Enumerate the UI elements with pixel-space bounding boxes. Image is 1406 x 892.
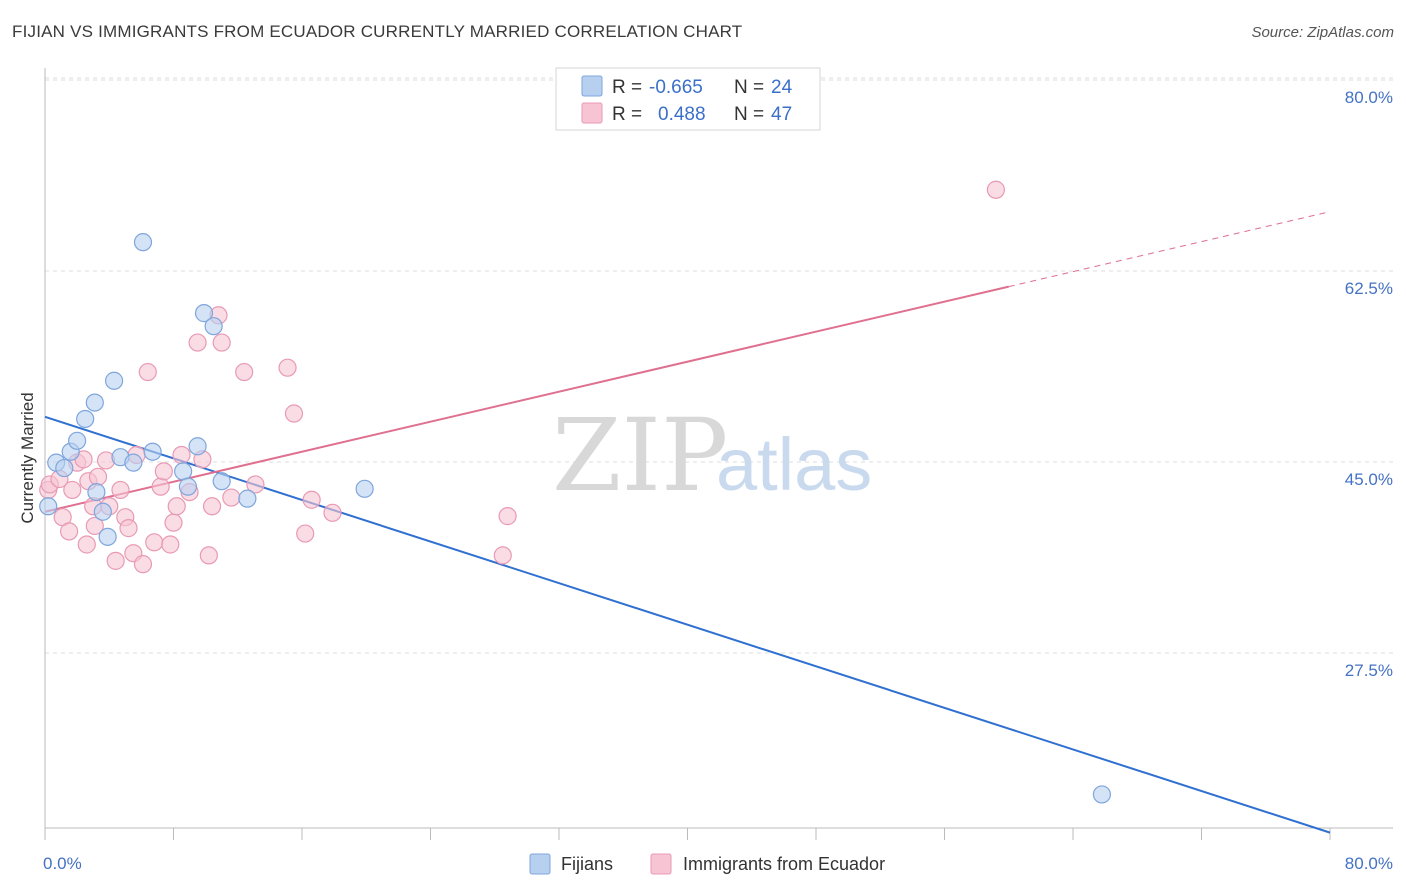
series-legend-swatch-ecuador <box>650 853 672 875</box>
ecuador-point-44 <box>323 503 342 522</box>
ecuador-point-22 <box>138 362 157 382</box>
fijian-point-16 <box>178 477 198 496</box>
watermark-zip: ZIP <box>552 397 728 514</box>
ecuador-point-43 <box>302 490 321 509</box>
chart-title: FIJIAN VS IMMIGRANTS FROM ECUADOR CURREN… <box>12 22 743 41</box>
fijian-point-0 <box>39 497 58 516</box>
ecuador-point-27 <box>164 513 183 532</box>
watermark-atlas: atlas <box>716 423 872 506</box>
legend-r-value-0: -0.665 <box>649 77 703 98</box>
fijian-point-8 <box>93 502 112 521</box>
ecuador-point-5 <box>63 480 82 500</box>
series-legend-label-fijians: Fijians <box>561 854 613 874</box>
fijian-point-9 <box>98 527 117 546</box>
fijian-point-7 <box>87 482 106 502</box>
ecuador-point-34 <box>202 497 222 516</box>
ecuador-point-29 <box>172 445 191 465</box>
x-tick-labels: 0.0% 80.0% <box>43 854 1393 873</box>
ecuador-point-26 <box>161 535 180 554</box>
ecuador-point-18 <box>119 519 138 538</box>
ecuador-point-38 <box>235 362 254 382</box>
ecuador-point-24 <box>151 477 170 496</box>
y-tick-label-3: 27.5% <box>1345 661 1393 680</box>
ecuador-point-28 <box>167 497 186 516</box>
fijian-point-22 <box>355 479 374 498</box>
fijian-point-6 <box>85 393 104 412</box>
ecuador-point-45 <box>493 546 512 565</box>
y-tick-label-1: 62.5% <box>1345 279 1393 298</box>
trend-line-1 <box>44 285 1009 513</box>
trend-line-ext-1 <box>1008 211 1331 288</box>
trend-lines <box>44 211 1331 834</box>
ecuador-point-37 <box>222 488 241 507</box>
fijian-point-2 <box>55 458 74 478</box>
legend-r-value-1: 0.488 <box>658 104 706 125</box>
ecuador-point-25 <box>154 462 173 481</box>
ecuador-point-46 <box>498 507 517 526</box>
source-label: Source: ZipAtlas.com <box>1251 24 1394 41</box>
fijian-point-10 <box>104 371 124 390</box>
legend-n-value-0: 24 <box>771 77 793 98</box>
series-legend-label-ecuador: Immigrants from Ecuador <box>683 854 885 874</box>
ecuador-point-39 <box>246 475 265 494</box>
fijian-point-13 <box>133 233 153 252</box>
fijian-point-21 <box>238 489 257 508</box>
ecuador-point-23 <box>145 533 164 552</box>
legend-n-label-0: N = <box>734 77 764 98</box>
legend-swatch-ecuador <box>581 102 603 124</box>
ecuador-point-16 <box>111 480 130 500</box>
y-tick-labels: 80.0% 62.5% 45.0% 27.5% <box>1345 88 1393 680</box>
ecuador-point-21 <box>133 555 153 574</box>
axes <box>44 68 1393 829</box>
fijian-point-12 <box>124 453 143 472</box>
ecuador-point-11 <box>85 516 104 536</box>
x-tick-label-min: 0.0% <box>43 854 82 873</box>
fijian-point-5 <box>76 409 95 429</box>
ecuador-point-8 <box>77 535 96 554</box>
y-tick-label-2: 45.0% <box>1345 470 1393 489</box>
legend-r-label-1: R = <box>612 104 642 125</box>
fijian-point-15 <box>174 462 193 481</box>
ecuador-point-47 <box>986 180 1006 199</box>
ecuador-point-36 <box>212 333 231 352</box>
ecuador-point-31 <box>188 333 207 352</box>
legend-n-value-1: 47 <box>771 104 792 125</box>
fijian-point-19 <box>204 317 223 336</box>
watermark: ZIP atlas <box>552 397 872 514</box>
data-points <box>39 180 1112 804</box>
ecuador-point-33 <box>199 546 218 565</box>
ecuador-point-42 <box>296 524 315 543</box>
stats-legend: R = -0.665 N = 24 R = 0.488 N = 47 <box>555 67 821 131</box>
ecuador-point-15 <box>106 551 125 570</box>
legend-n-label-1: N = <box>734 104 764 125</box>
legend-swatch-fijians <box>581 75 603 97</box>
x-tick-label-max: 80.0% <box>1345 854 1393 873</box>
series-legend: Fijians Immigrants from Ecuador <box>529 853 885 875</box>
ecuador-point-41 <box>284 404 304 423</box>
series-legend-swatch-fijians <box>529 853 551 875</box>
fijian-point-14 <box>143 442 162 461</box>
fijian-point-18 <box>194 304 214 323</box>
fijian-point-23 <box>1092 785 1112 804</box>
ecuador-point-40 <box>278 358 297 377</box>
y-tick-label-0: 80.0% <box>1345 88 1393 107</box>
fijian-point-20 <box>212 472 231 491</box>
fijian-point-4 <box>68 431 87 450</box>
ecuador-point-12 <box>88 467 108 486</box>
ecuador-point-4 <box>59 522 79 541</box>
fijian-point-17 <box>188 437 207 456</box>
x-ticks <box>44 828 1331 840</box>
legend-r-label-0: R = <box>612 77 642 98</box>
